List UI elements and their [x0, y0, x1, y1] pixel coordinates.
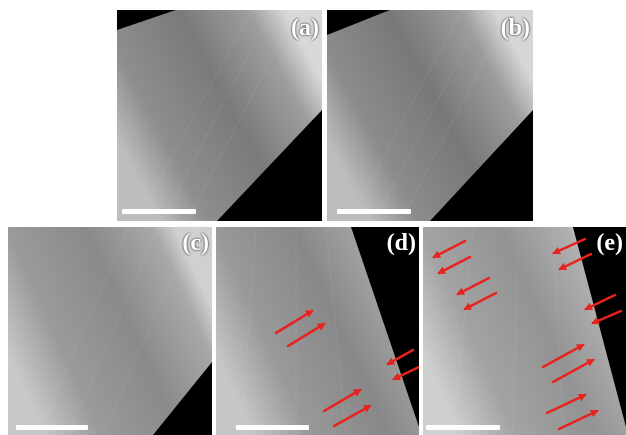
arrow-d-3 — [386, 348, 415, 366]
arrow-e-10 — [551, 358, 595, 384]
panel-label-a: (a) — [291, 15, 319, 41]
arrow-e-3 — [456, 276, 491, 296]
scale-bar-e — [426, 425, 500, 430]
scale-bar-a — [122, 209, 196, 214]
arrow-d-5 — [322, 388, 362, 413]
scale-bar-b — [337, 209, 411, 214]
sem-panel-e: (e) — [423, 227, 626, 435]
arrow-e-4 — [463, 291, 498, 311]
fiber-image-d — [216, 227, 419, 435]
fiber-image-e — [423, 227, 626, 435]
arrow-e-9 — [541, 343, 585, 369]
panel-label-d: (d) — [386, 230, 416, 256]
arrow-d-6 — [332, 404, 372, 428]
arrow-d-4 — [392, 365, 419, 381]
fiber-image-a — [117, 10, 322, 221]
fiber-image-c — [8, 227, 212, 435]
fiber-image-b — [327, 10, 533, 221]
panel-label-b: (b) — [500, 15, 530, 41]
sem-panel-c: (c) — [8, 227, 212, 435]
scale-bar-c — [16, 425, 88, 430]
scale-bar-d — [236, 425, 309, 430]
arrow-d-2 — [286, 322, 326, 348]
sem-panel-a: (a) — [117, 10, 322, 221]
arrow-e-1 — [432, 239, 467, 259]
arrow-e-5 — [552, 237, 587, 255]
arrow-e-6 — [558, 252, 593, 271]
sem-panel-d: (d) — [216, 227, 419, 435]
panel-label-e: (e) — [596, 230, 623, 256]
arrow-e-12 — [557, 409, 599, 431]
arrow-e-11 — [545, 393, 587, 415]
arrow-e-2 — [437, 255, 472, 275]
sem-panel-b: (b) — [327, 10, 533, 221]
arrow-e-7 — [584, 293, 617, 311]
arrow-e-8 — [591, 309, 623, 325]
arrow-d-1 — [274, 309, 314, 335]
panel-label-c: (c) — [182, 230, 209, 256]
